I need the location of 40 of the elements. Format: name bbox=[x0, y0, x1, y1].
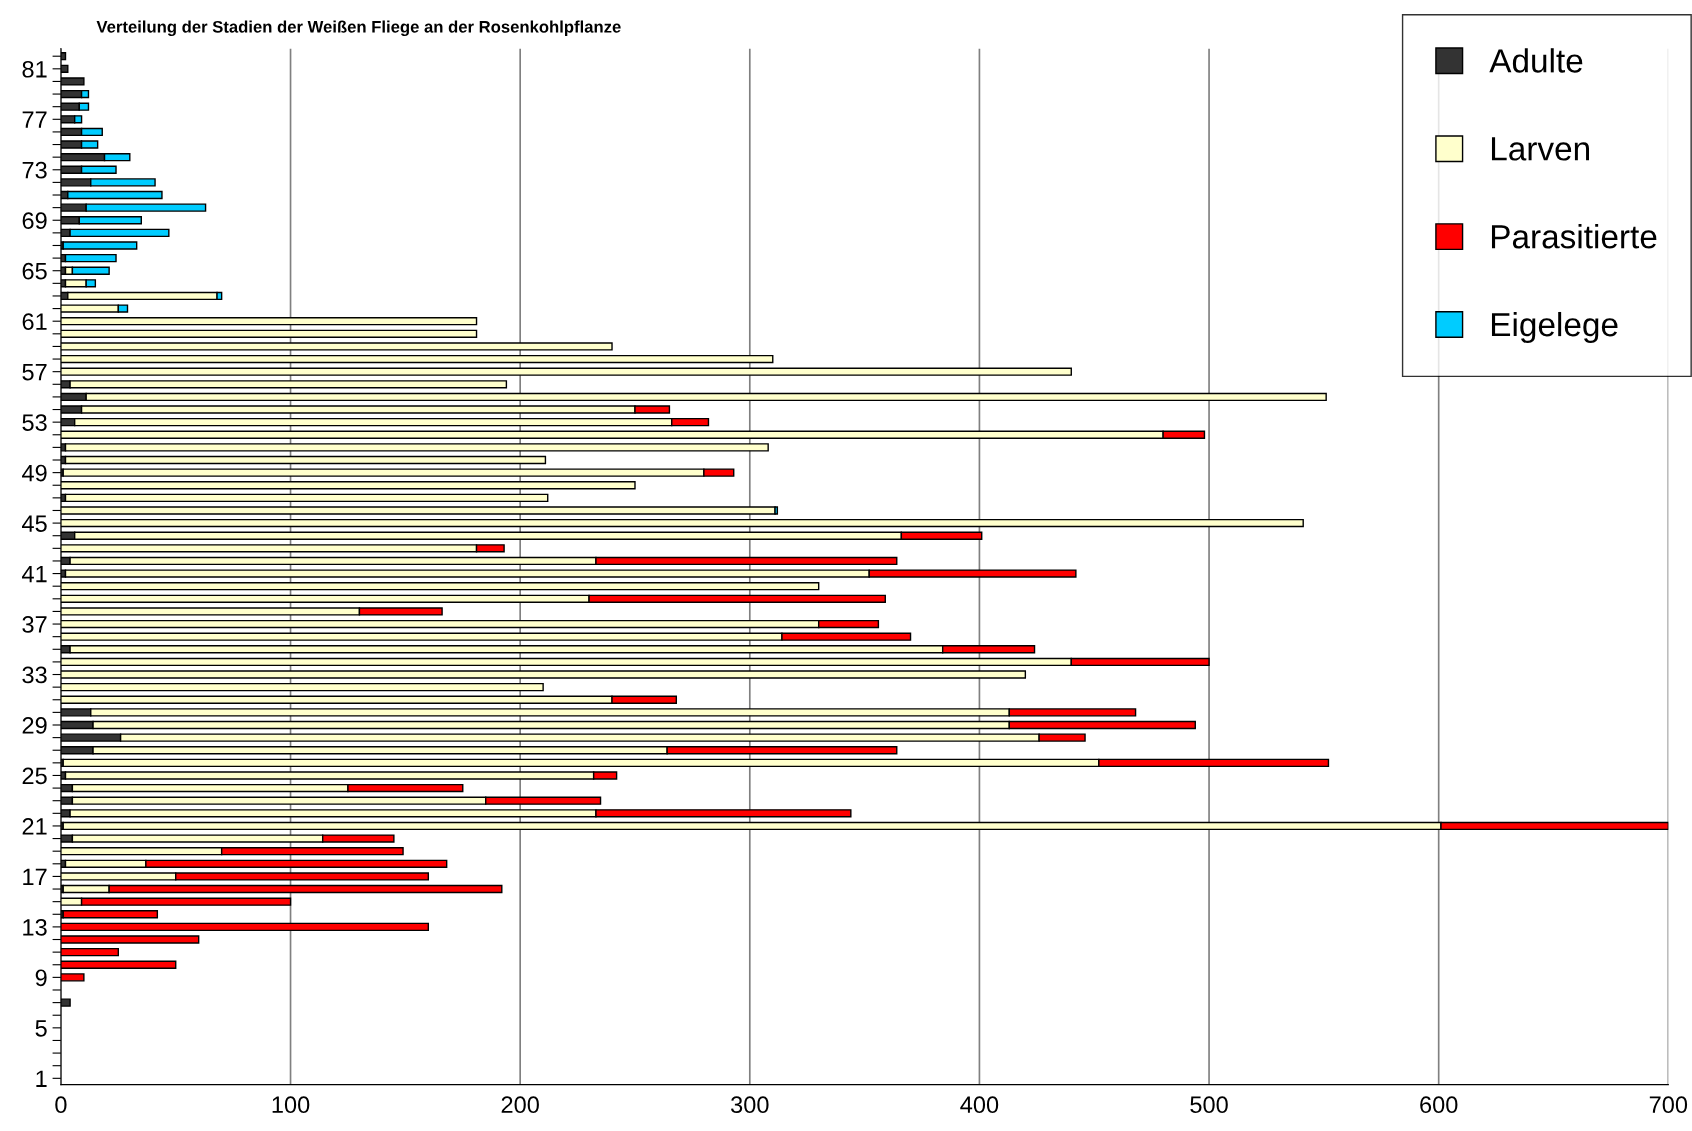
y-tick-label: 65 bbox=[22, 262, 47, 280]
bar bbox=[62, 241, 138, 250]
y-tick-label: 41 bbox=[22, 565, 47, 583]
y-tick-label: 1 bbox=[36, 1070, 47, 1087]
legend-label: Parasitierte bbox=[1491, 224, 1657, 249]
legend-label: Larven bbox=[1491, 137, 1589, 161]
y-tick-label: 21 bbox=[22, 818, 47, 835]
y-tick-label: 49 bbox=[22, 464, 47, 482]
y-tick-label: 77 bbox=[22, 111, 47, 128]
x-tick-label: 100 bbox=[272, 1096, 310, 1114]
bar bbox=[64, 455, 547, 465]
y-tick-label: 13 bbox=[23, 918, 47, 936]
y-tick-label: 73 bbox=[22, 161, 47, 179]
x-tick-label: 600 bbox=[1420, 1096, 1458, 1114]
bar bbox=[62, 910, 159, 919]
x-tick-label: 300 bbox=[731, 1096, 769, 1114]
y-tick-label: 5 bbox=[35, 1020, 47, 1037]
x-tick-label: 400 bbox=[960, 1096, 999, 1114]
x-tick-label: 700 bbox=[1649, 1096, 1688, 1114]
bar bbox=[64, 253, 117, 263]
y-tick-label: 25 bbox=[22, 767, 47, 785]
y-tick-label: 81 bbox=[22, 60, 47, 78]
y-tick-label: 45 bbox=[22, 515, 47, 532]
x-tick-label: 500 bbox=[1190, 1096, 1228, 1114]
legend-label: Adulte bbox=[1489, 48, 1583, 73]
y-tick-label: 69 bbox=[22, 212, 47, 230]
y-tick-label: 61 bbox=[22, 313, 47, 330]
y-tick-label: 57 bbox=[22, 363, 47, 381]
legend-label: Eigelege bbox=[1491, 311, 1618, 344]
y-tick-label: 37 bbox=[22, 616, 47, 633]
bar bbox=[64, 443, 769, 452]
y-tick-label: 9 bbox=[35, 969, 47, 987]
x-tick-label: 0 bbox=[55, 1096, 67, 1114]
bar bbox=[64, 493, 549, 503]
y-tick-label: 53 bbox=[22, 414, 47, 431]
y-tick-label: 17 bbox=[23, 868, 47, 885]
y-tick-label: 33 bbox=[22, 666, 47, 684]
chart-title: Verteilung der Stadien der Weißen Fliege an der Rosenkohlpflanze bbox=[96, 20, 621, 37]
y-tick-label: 29 bbox=[22, 717, 47, 734]
x-tick-label: 200 bbox=[501, 1096, 539, 1114]
